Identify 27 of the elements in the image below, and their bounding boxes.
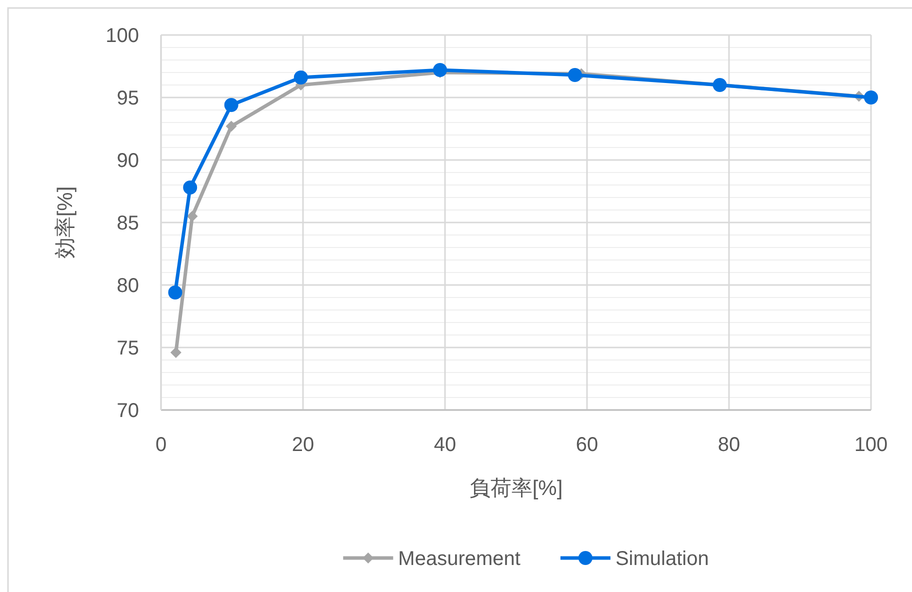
point	[294, 70, 308, 84]
y-tick-label: 100	[106, 25, 139, 47]
legend-label: Simulation	[615, 548, 709, 570]
x-tick-label: 80	[718, 434, 740, 456]
y-tick-label: 70	[116, 400, 139, 422]
y-tick-label: 95	[116, 88, 139, 110]
legend-label: Measurement	[398, 548, 521, 570]
point	[183, 180, 198, 194]
point	[433, 63, 448, 77]
y-tick-label: 90	[116, 150, 139, 172]
y-axis-title: 効率[%]	[54, 186, 77, 259]
x-tick-label: 100	[854, 434, 888, 456]
y-tick-label: 80	[116, 275, 139, 297]
point	[226, 120, 237, 132]
point	[170, 347, 182, 358]
point	[168, 286, 182, 300]
y-tick-label: 85	[116, 212, 139, 234]
x-tick-label: 40	[434, 434, 456, 456]
x-tick-label: 20	[292, 434, 314, 456]
point	[186, 210, 198, 222]
x-axis-title: 負荷率[%]	[469, 477, 563, 500]
point	[864, 90, 878, 104]
point	[224, 98, 238, 112]
y-tick-label: 75	[116, 338, 139, 360]
point	[568, 68, 582, 82]
x-tick-label: 60	[576, 434, 598, 456]
x-tick-label: 0	[155, 434, 167, 456]
